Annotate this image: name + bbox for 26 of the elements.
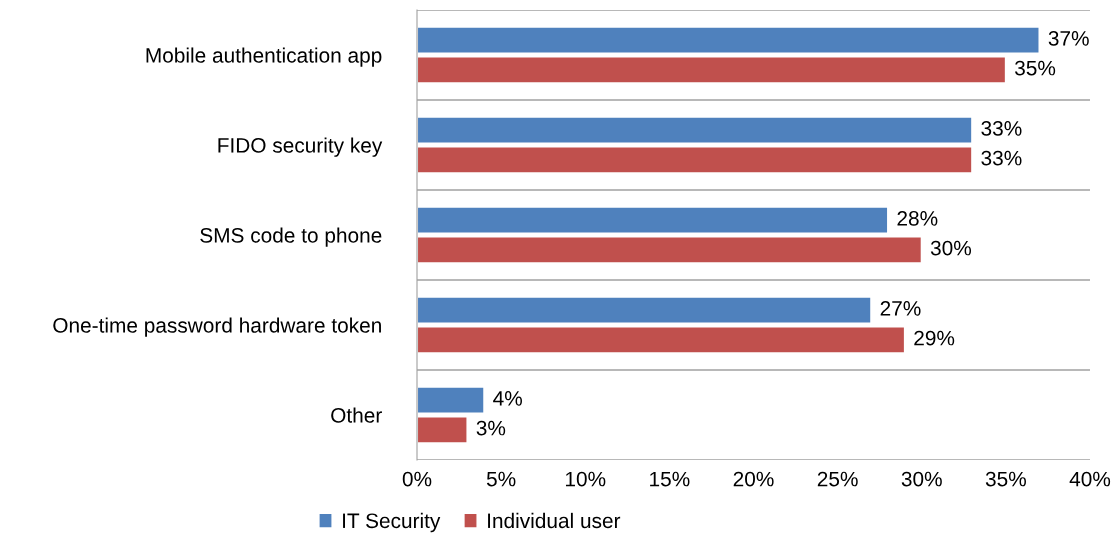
y-tick-label: SMS code to phone — [200, 227, 382, 247]
data-label: 30% — [930, 240, 972, 256]
legend-label: Individual user — [488, 512, 621, 529]
data-label: 33% — [981, 120, 1022, 136]
y-tick-label: Mobile authentication app — [146, 47, 382, 67]
x-tick-label: 25% — [817, 471, 858, 487]
x-tick-label: 30% — [901, 471, 942, 487]
data-label: 4% — [493, 391, 522, 406]
x-tick-label: 35% — [985, 471, 1026, 487]
data-label: 3% — [476, 420, 506, 436]
x-tick-label: 40% — [1069, 471, 1111, 487]
x-tick-label: 5% — [486, 471, 516, 487]
y-tick-label: One-time password hardware token — [53, 317, 381, 337]
data-label: 29% — [914, 330, 955, 346]
y-tick-label: FIDO security key — [218, 137, 383, 157]
data-label: 27% — [880, 300, 921, 316]
x-tick-label: 10% — [565, 471, 606, 487]
legend-label: IT Security — [343, 512, 441, 533]
x-tick-label: 0% — [402, 471, 432, 487]
y-tick-label: Other — [331, 407, 382, 423]
x-tick-label: 20% — [733, 471, 774, 487]
data-label: 33% — [981, 150, 1022, 166]
data-label: 37% — [1048, 30, 1089, 46]
data-label: 35% — [1015, 60, 1056, 76]
data-label: 28% — [897, 210, 938, 226]
x-tick-label: 15% — [650, 471, 690, 487]
